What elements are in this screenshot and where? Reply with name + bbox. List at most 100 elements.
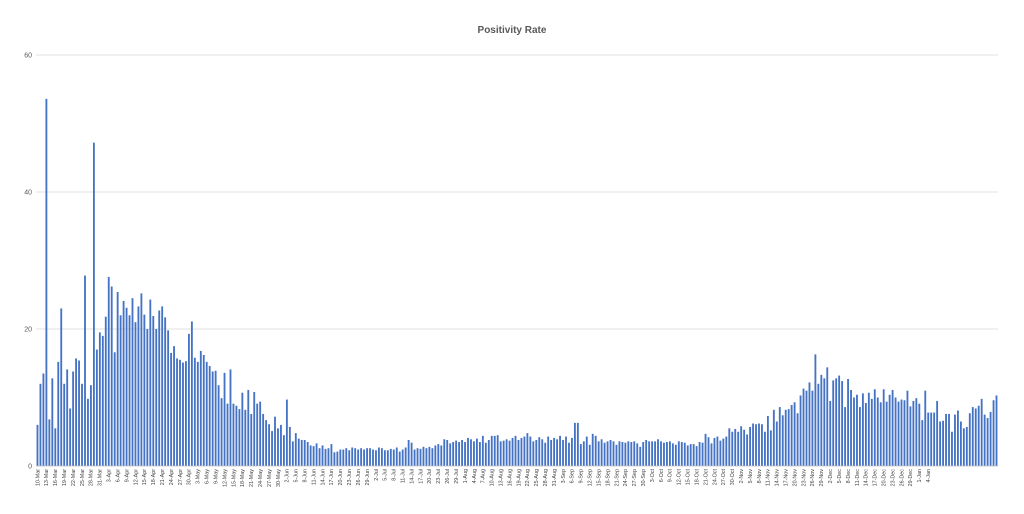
bar [478, 442, 481, 466]
x-tick-label: 3-Apr [107, 469, 113, 482]
bar [101, 335, 104, 466]
bar [383, 450, 386, 466]
bar [128, 315, 131, 466]
bar [470, 439, 472, 466]
bar [636, 443, 639, 466]
bar [579, 444, 582, 466]
bar [686, 445, 689, 466]
bar [238, 409, 241, 466]
bar [642, 442, 645, 466]
bar [318, 448, 321, 466]
bar [838, 375, 841, 466]
bar [945, 413, 947, 466]
bar [440, 445, 443, 466]
bar [562, 439, 564, 466]
bar [288, 426, 291, 466]
bar [205, 361, 208, 466]
x-tick-label: 28-Aug [543, 469, 549, 486]
x-tick-label: 26-Jun [356, 469, 362, 485]
bar [378, 447, 380, 466]
bar [873, 389, 876, 466]
bar [467, 437, 469, 466]
bar [283, 435, 285, 466]
bar [799, 395, 802, 466]
x-tick-label: 11-Jul [400, 469, 406, 483]
bar [259, 401, 262, 466]
bar [817, 383, 820, 466]
bar [309, 445, 312, 466]
bar [698, 442, 701, 466]
bar [870, 398, 873, 466]
bar [425, 448, 428, 466]
bar [906, 390, 909, 466]
bar [167, 330, 170, 466]
bar [380, 448, 383, 466]
x-tick-label: 11-Jun [311, 469, 317, 485]
bar [357, 449, 360, 466]
x-tick-label: 11-Nov [766, 469, 772, 486]
bar [716, 436, 719, 466]
bar [921, 420, 924, 466]
bar [223, 372, 226, 466]
bar [597, 441, 600, 466]
x-tick-label: 15-Sep [596, 469, 602, 486]
x-tick-label: 8-Dec [846, 469, 852, 484]
bar [116, 292, 119, 466]
bar [502, 440, 505, 466]
bar [962, 428, 965, 466]
bar [621, 442, 624, 466]
bar [550, 439, 553, 466]
x-tick-label: 9-Sep [579, 469, 585, 483]
bar [253, 392, 256, 466]
bar [193, 357, 196, 466]
x-tick-label: 14-Jul [409, 469, 415, 484]
bar [449, 443, 452, 466]
bar-series [36, 98, 998, 467]
bar [149, 299, 152, 466]
bar [45, 98, 48, 466]
bar [755, 424, 757, 466]
bar [217, 385, 220, 466]
bar [487, 439, 490, 466]
bar [372, 449, 374, 466]
bar [654, 441, 656, 466]
x-tick-label: 15-Apr [142, 469, 148, 485]
bar [710, 443, 713, 466]
bar [443, 439, 446, 466]
bar [793, 402, 796, 466]
x-tick-label: 2-Jul [374, 469, 380, 481]
bar [143, 314, 146, 466]
x-tick-label: 13-Mar [44, 469, 50, 486]
bar [752, 423, 754, 466]
bar [737, 431, 740, 466]
bar [434, 445, 437, 466]
bar [918, 403, 921, 466]
x-tick-label: 12-Oct [677, 469, 683, 486]
bar [948, 413, 950, 466]
bar [81, 383, 83, 466]
bar [84, 275, 86, 466]
bar [538, 437, 541, 466]
bar [208, 365, 211, 466]
bar [392, 449, 395, 466]
bar [363, 449, 366, 466]
bar [535, 439, 538, 466]
x-tick-label: 9-May [213, 469, 219, 484]
bar [413, 449, 416, 466]
bar [663, 442, 665, 466]
x-tick-label: 8-Jul [392, 469, 398, 481]
bar [437, 444, 440, 466]
x-tick-label: 20-Jul [427, 469, 433, 484]
x-tick-label: 15-Oct [686, 469, 692, 486]
bar [42, 373, 45, 466]
bar [155, 329, 158, 466]
bar [95, 349, 98, 466]
bar [294, 433, 297, 466]
bar [140, 293, 143, 466]
x-tick-label: 23-Jul [436, 469, 442, 484]
bar [876, 397, 879, 466]
bar [348, 450, 351, 466]
bar [274, 416, 276, 466]
x-tick-label: 20-Nov [792, 469, 798, 487]
bar [859, 407, 861, 466]
